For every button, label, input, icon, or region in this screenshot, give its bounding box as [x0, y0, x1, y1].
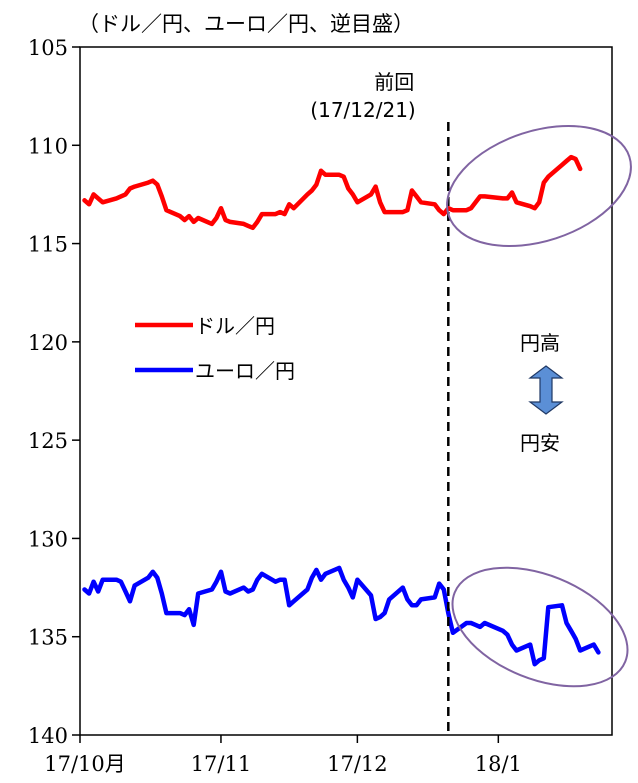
legend-usd-jpy-label: ドル／円 — [195, 314, 275, 338]
y-tick-label: 125 — [28, 429, 68, 453]
eur-jpy-line — [82, 565, 601, 667]
legend-eur-jpy-label: ユーロ／円 — [195, 359, 295, 383]
y-tick-label: 130 — [28, 527, 68, 551]
x-tick-label: 18/1 — [475, 752, 522, 776]
yen-depreciation-label: 円安 — [520, 431, 560, 455]
x-tick-label: 17/10月 — [44, 752, 126, 776]
y-tick-label: 140 — [28, 724, 68, 748]
y-tick-label: 120 — [28, 331, 68, 355]
plot-frame — [79, 46, 613, 736]
double-arrow-icon — [528, 365, 564, 415]
previous-meeting-date: (17/12/21) — [310, 98, 415, 122]
eur-jpy-highlight-ellipse — [451, 566, 629, 688]
y-tick-label: 115 — [28, 233, 68, 257]
yen-appreciation-label: 円高 — [520, 331, 560, 355]
x-tick-label: 17/12 — [327, 752, 388, 776]
y-tick-label: 110 — [28, 134, 68, 158]
y-tick-label: 135 — [28, 626, 68, 650]
chart-title: （ドル／円、ユーロ／円、逆目盛） — [78, 12, 414, 36]
y-tick-label: 105 — [28, 36, 68, 60]
x-tick-label: 17/11 — [191, 752, 252, 776]
previous-meeting-label: 前回 — [374, 70, 414, 94]
usd-jpy-highlight-ellipse — [446, 125, 632, 247]
usd-jpy-line — [82, 154, 583, 231]
